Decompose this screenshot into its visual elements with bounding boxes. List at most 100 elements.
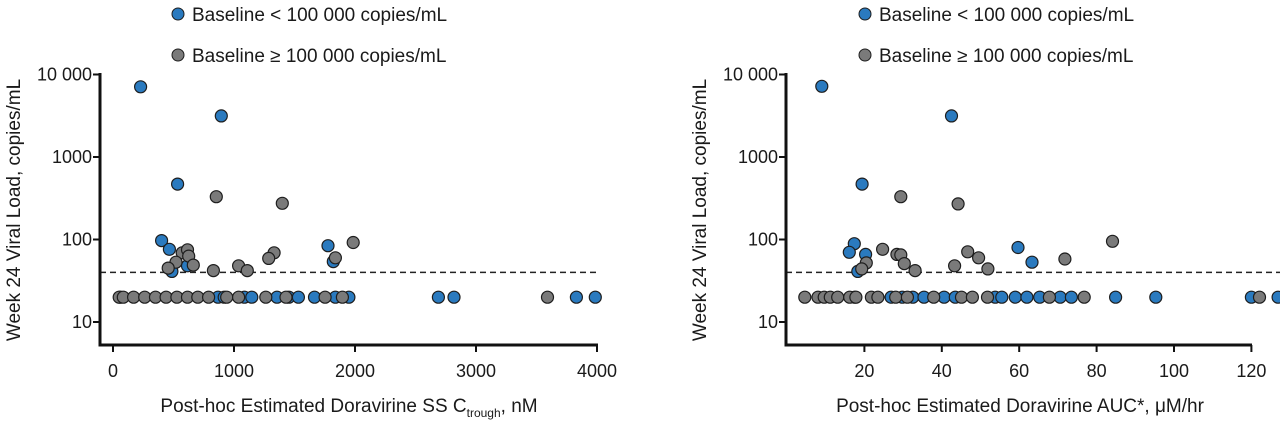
x-tick-label: 100 [1159, 361, 1189, 381]
y-tick-label: 10 000 [37, 65, 92, 85]
legend-marker-below [171, 7, 185, 21]
data-point-above [346, 235, 360, 250]
data-point-above [980, 290, 995, 304]
data-point-below [1108, 290, 1123, 304]
data-point-below [1011, 240, 1025, 255]
data-point-above [335, 290, 349, 304]
data-point-above [232, 290, 246, 304]
data-point-above [220, 290, 234, 304]
x-tick-label: 20 [854, 361, 874, 381]
data-point-below [1025, 255, 1039, 269]
plot-area: 10 100 1000 10 000 20 40 60 80 100 120 [723, 65, 1280, 381]
data-point-below [815, 79, 829, 93]
data-point-above [1058, 252, 1072, 266]
data-point-below [162, 242, 176, 256]
data-point-below [431, 290, 445, 304]
data-point-above [875, 242, 890, 256]
data-point-above [262, 251, 276, 265]
data-point-below [134, 80, 148, 94]
data-point-above [206, 264, 220, 278]
data-point-below [214, 109, 228, 123]
plot-area: 10 100 1000 10 000 0 1000 2000 3000 4000 [37, 65, 617, 382]
data-point-above [927, 290, 941, 304]
x-tick-label: 2000 [335, 361, 375, 381]
y-tick-label: 100 [748, 230, 778, 250]
data-point-above [138, 290, 152, 304]
data-point-below [155, 234, 169, 248]
data-point-above [1042, 290, 1057, 304]
x-axis-title-main: Post-hoc Estimated Doravirine SS C [160, 396, 466, 417]
legend-label-above: Baseline ≥ 100 000 copies/mL [192, 46, 446, 67]
x-tick-label: 0 [108, 361, 118, 381]
data-point-below [1020, 290, 1034, 304]
legend-marker-above [858, 48, 872, 62]
x-tick-label: 40 [932, 361, 952, 381]
data-point-below [321, 239, 335, 253]
data-point-above [849, 290, 863, 304]
data-point-above [855, 262, 869, 276]
data-point-above [328, 251, 342, 265]
data-point-above [202, 290, 216, 304]
data-point-above [275, 196, 289, 210]
data-point-above [1077, 290, 1091, 304]
y-tick-label: 10 [72, 312, 92, 332]
data-point-above [186, 258, 200, 272]
data-point-below [995, 290, 1009, 304]
data-point-below [245, 290, 259, 304]
data-point-below [569, 290, 584, 304]
x-axis-title-suffix: , nM [501, 396, 538, 417]
data-point-below [171, 177, 185, 191]
data-point-above [897, 257, 911, 271]
y-tick-label: 1000 [738, 147, 778, 167]
legend-marker-below [858, 7, 872, 21]
data-point-above [889, 290, 903, 304]
data-point-above [1105, 234, 1120, 248]
data-point-below [447, 290, 461, 304]
data-point-below [1008, 290, 1022, 304]
x-axis-title-sub: trough [467, 406, 501, 420]
data-point-above [954, 290, 969, 304]
data-point-above [1252, 290, 1267, 304]
data-point-above [540, 290, 555, 304]
data-point-below [842, 245, 856, 259]
x-tick-label: 1000 [214, 361, 254, 381]
x-axis-title: Post-hoc Estimated Doravirine AUC*, μM/h… [836, 396, 1205, 417]
data-point-above [259, 290, 273, 304]
x-tick-label: 80 [1087, 361, 1107, 381]
x-tick-label: 4000 [577, 361, 617, 381]
data-point-above [209, 190, 223, 204]
data-point-above [871, 290, 885, 304]
legend: Baseline < 100 000 copies/mL Baseline ≥ … [858, 5, 1134, 67]
data-point-below [1064, 290, 1079, 304]
data-point-above [240, 264, 254, 278]
data-point-above [894, 190, 908, 204]
legend-label-below: Baseline < 100 000 copies/mL [879, 5, 1134, 26]
legend-label-above: Baseline ≥ 100 000 copies/mL [879, 46, 1133, 67]
y-tick-label: 1000 [52, 147, 92, 167]
data-point-below [855, 177, 869, 191]
data-point-above [965, 290, 980, 304]
y-axis-title: Week 24 Viral Load, copies/mL [4, 79, 25, 341]
data-point-above [127, 290, 141, 304]
data-point-below [1149, 290, 1163, 304]
data-point-above [318, 290, 332, 304]
x-axis-title-main: Post-hoc Estimated Doravirine AUC*, μM/h… [836, 396, 1205, 417]
chart-left: Baseline < 100 000 copies/mL Baseline ≥ … [4, 5, 617, 420]
legend: Baseline < 100 000 copies/mL Baseline ≥ … [171, 5, 447, 67]
data-point-above [279, 290, 293, 304]
data-point-above [951, 197, 965, 211]
y-tick-label: 100 [62, 230, 92, 250]
data-point-above [798, 290, 812, 304]
data-point-above [971, 251, 986, 265]
data-point-below [1271, 290, 1280, 304]
legend-marker-above [171, 48, 185, 62]
data-point-below [944, 109, 959, 123]
y-tick-label: 10 [758, 312, 778, 332]
x-tick-label: 120 [1236, 361, 1266, 381]
data-point-above [981, 262, 995, 276]
x-tick-label: 3000 [456, 361, 496, 381]
data-point-above [831, 290, 845, 304]
legend-label-below: Baseline < 100 000 copies/mL [192, 5, 447, 26]
data-point-above [161, 261, 175, 275]
